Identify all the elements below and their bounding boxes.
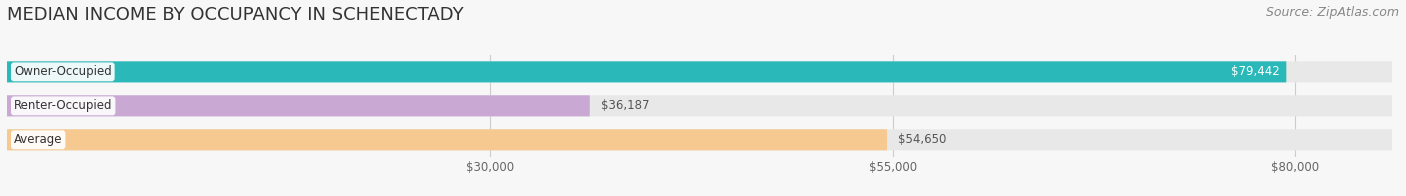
FancyBboxPatch shape	[7, 129, 1392, 150]
FancyBboxPatch shape	[7, 129, 887, 150]
Text: $36,187: $36,187	[600, 99, 650, 112]
Text: Owner-Occupied: Owner-Occupied	[14, 65, 111, 78]
Text: MEDIAN INCOME BY OCCUPANCY IN SCHENECTADY: MEDIAN INCOME BY OCCUPANCY IN SCHENECTAD…	[7, 6, 464, 24]
Text: $54,650: $54,650	[898, 133, 946, 146]
FancyBboxPatch shape	[7, 95, 1392, 116]
Text: Source: ZipAtlas.com: Source: ZipAtlas.com	[1265, 6, 1399, 19]
Text: $79,442: $79,442	[1230, 65, 1279, 78]
Text: Average: Average	[14, 133, 62, 146]
FancyBboxPatch shape	[7, 61, 1286, 82]
FancyBboxPatch shape	[7, 95, 589, 116]
FancyBboxPatch shape	[7, 61, 1392, 82]
Text: Renter-Occupied: Renter-Occupied	[14, 99, 112, 112]
